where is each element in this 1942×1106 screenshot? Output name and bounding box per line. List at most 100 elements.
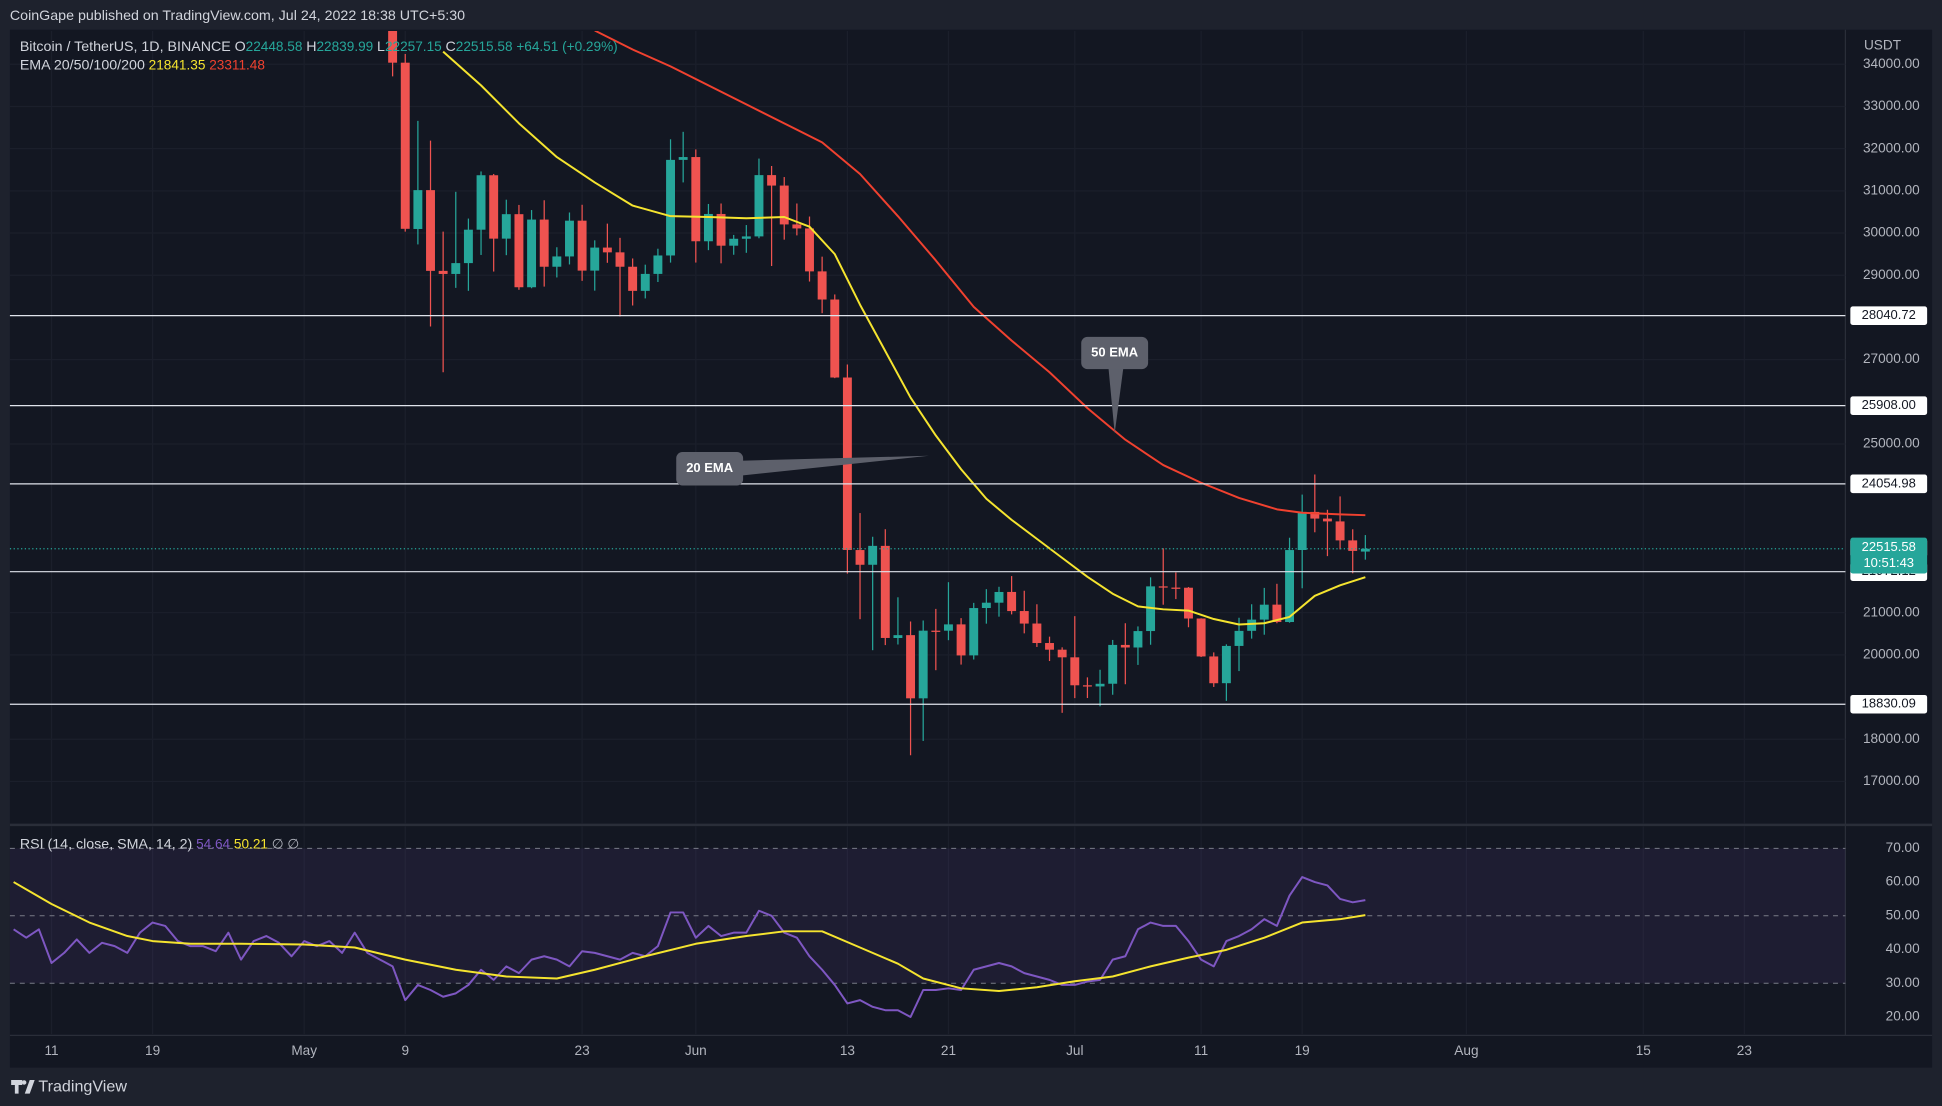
candle-body (716, 213, 726, 246)
y-tick-label: 21000.00 (1863, 604, 1920, 619)
overlay: 28040.7225908.0024054.9821972.1218830.09… (9, 306, 1928, 714)
candle-body (640, 273, 650, 291)
candle-body (893, 635, 903, 639)
candle-body (1196, 618, 1206, 657)
candle-body (918, 630, 928, 699)
candle-body (539, 219, 549, 267)
candle-body (1045, 643, 1054, 650)
price-grid (9, 30, 1846, 824)
candle-body (703, 213, 713, 242)
y-tick-label: 20.00 (1886, 1009, 1920, 1024)
candle-body (1259, 604, 1269, 620)
candle-body (1310, 511, 1320, 519)
price-change: +64.51 (+0.29%) (516, 39, 617, 54)
last-price-box (1850, 537, 1928, 574)
rsi-extra: ∅ (272, 836, 284, 851)
candle-body (1184, 587, 1193, 619)
candle-body (602, 247, 612, 253)
x-tick-label: Jul (1066, 1043, 1083, 1058)
y-tick-label: 60.00 (1886, 874, 1920, 889)
y-tick-label: 27000.00 (1863, 351, 1920, 366)
candle-body (1335, 521, 1345, 541)
ohlc-value: 22257.15 (385, 39, 442, 54)
candle-body (1082, 685, 1092, 687)
candle-body (969, 608, 979, 656)
candle-body (868, 545, 878, 565)
y-tick-label: 30000.00 (1863, 225, 1920, 240)
x-tick-label: 9 (401, 1043, 409, 1058)
x-tick-label: 19 (145, 1043, 160, 1058)
candle-body (1032, 623, 1042, 644)
callout-text: 20 EMA (686, 460, 734, 475)
ohlc-value: 22515.58 (456, 39, 513, 54)
ema-value: 23311.48 (209, 57, 265, 72)
level-label: 28040.72 (1862, 307, 1916, 322)
candle-body (805, 228, 814, 272)
y-tick-label: 18000.00 (1863, 731, 1920, 746)
ohlc-value: 22448.58 (246, 39, 303, 54)
level-label: 18830.09 (1862, 696, 1916, 711)
candle-body (931, 630, 941, 632)
ohlc-key: L (377, 39, 385, 55)
candle-body (981, 602, 991, 609)
candle-body (1171, 587, 1181, 589)
y-tick-label: 20000.00 (1863, 646, 1920, 661)
ohlc-key: O (235, 39, 246, 55)
candle-body (830, 299, 840, 378)
level-label-box (1850, 694, 1928, 714)
candle-body (476, 175, 486, 230)
x-tick-label: 11 (1194, 1043, 1208, 1058)
candle-body (1070, 657, 1080, 686)
price-plot (388, 30, 1370, 756)
candle-body (1057, 649, 1067, 658)
candle-body (1297, 511, 1307, 551)
callout-text: 50 EMA (1091, 344, 1139, 359)
price-unit: USDT (1864, 37, 1901, 52)
candle-body (1360, 548, 1370, 552)
candle-body (906, 635, 916, 699)
y-tick-label: 25000.00 (1863, 436, 1920, 451)
y-tick-label: 30.00 (1886, 975, 1920, 990)
rsi-grid (9, 826, 1846, 1035)
candle-body (944, 624, 953, 631)
candle-body (994, 591, 1004, 603)
x-tick-label: 15 (1636, 1043, 1651, 1058)
ohlc-key: H (306, 39, 316, 55)
x-tick-label: 13 (840, 1043, 855, 1058)
callout-box (676, 452, 744, 486)
candle-body (666, 159, 675, 256)
candle-body (1108, 644, 1118, 684)
level-label: 25908.00 (1862, 397, 1916, 412)
y-tick-label: 33000.00 (1863, 98, 1920, 113)
candle-body (1158, 586, 1168, 588)
ema-line (442, 50, 1366, 626)
publisher-header: CoinGape published on TradingView.com, J… (10, 8, 465, 24)
tradingview-logo (11, 1079, 35, 1094)
candle-body (426, 190, 435, 271)
candle-body (880, 545, 890, 638)
rsi-plot (13, 876, 1366, 1018)
candle-body (388, 30, 398, 63)
candle-body (792, 224, 802, 229)
x-tick-label: 23 (1737, 1043, 1752, 1058)
candle-body (514, 214, 524, 288)
candle-body (552, 256, 562, 267)
candle-body (1221, 645, 1231, 684)
symbol-legend: Bitcoin / TetherUS, 1D, BINANCE O22448.5… (20, 39, 618, 55)
level-label-box (1850, 396, 1928, 415)
candle-body (400, 62, 410, 229)
ema-legend: EMA 20/50/100/200 21841.35 23311.48 (20, 57, 265, 73)
y-tick-label: 31000.00 (1863, 182, 1920, 197)
candle-body (489, 175, 499, 239)
indicator-title: EMA 20/50/100/200 (20, 57, 145, 73)
logo-dot (21, 1080, 27, 1085)
candle-body (678, 157, 688, 160)
ema-line (594, 30, 1366, 517)
rsi-ma-value: 50.21 (234, 836, 268, 851)
ema-value: 21841.35 (149, 57, 206, 72)
candle-body (527, 219, 537, 288)
x-tick-label: Aug (1454, 1043, 1478, 1058)
candle-body (628, 266, 638, 291)
